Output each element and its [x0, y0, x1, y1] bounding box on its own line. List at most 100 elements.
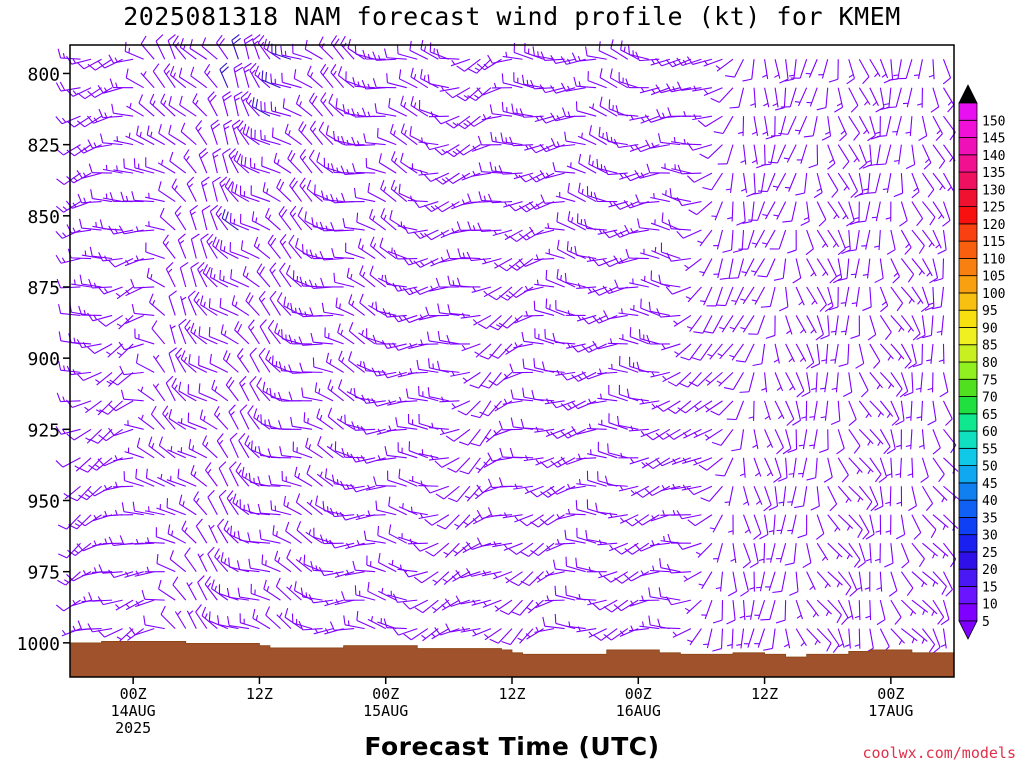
- barb-half-feather: [700, 300, 706, 303]
- barb-feather: [501, 73, 504, 83]
- wind-barb: [197, 575, 208, 601]
- wind-barb: [132, 501, 155, 516]
- barb-feather: [723, 387, 734, 391]
- barb-staff: [400, 104, 418, 117]
- wind-barb: [430, 258, 450, 267]
- wind-barb: [758, 543, 766, 564]
- barb-feather: [222, 91, 231, 98]
- barb-staff: [453, 144, 471, 158]
- wind-barb: [682, 457, 702, 464]
- barb-feather: [423, 141, 430, 150]
- barb-half-feather: [683, 432, 688, 437]
- barb-staff: [206, 241, 218, 259]
- barb-feather: [665, 596, 672, 606]
- wind-barb: [704, 400, 723, 413]
- wind-barb: [738, 229, 755, 250]
- wind-barb: [827, 144, 836, 170]
- barb-feather: [427, 358, 430, 368]
- barb-staff: [681, 172, 702, 175]
- barb-staff: [335, 306, 355, 316]
- barb-half-feather: [359, 360, 362, 367]
- wind-barb: [447, 457, 471, 473]
- barb-feather: [179, 95, 183, 106]
- barb-feather: [470, 442, 480, 447]
- wind-barb: [508, 542, 534, 555]
- barb-feather: [578, 153, 582, 164]
- wind-barb: [764, 457, 774, 477]
- wind-barb: [366, 555, 386, 573]
- wind-barb: [418, 137, 439, 146]
- barb-feather: [329, 621, 335, 631]
- barb-half-feather: [682, 484, 687, 490]
- wind-barb: [693, 457, 713, 466]
- barb-half-feather: [672, 631, 677, 637]
- wind-barb: [619, 514, 639, 524]
- barb-staff: [586, 55, 607, 60]
- barb-feather: [585, 530, 588, 540]
- barb-feather: [87, 139, 93, 149]
- barb-staff: [534, 337, 555, 345]
- barb-feather: [87, 312, 94, 322]
- wind-barb: [124, 571, 144, 578]
- barb-feather: [456, 277, 461, 288]
- barb-feather: [138, 94, 144, 104]
- wind-barb: [837, 485, 852, 504]
- barb-staff: [338, 387, 355, 402]
- barb-staff: [588, 628, 607, 638]
- barb-staff: [145, 224, 165, 231]
- barb-feather: [57, 579, 66, 586]
- wind-barb: [287, 149, 302, 174]
- barb-feather: [765, 334, 776, 339]
- barb-feather: [426, 331, 430, 342]
- barb-half-feather: [472, 170, 476, 176]
- barb-staff: [433, 542, 450, 557]
- wind-barb: [280, 45, 302, 60]
- barb-staff: [115, 400, 134, 412]
- barb-staff: [167, 449, 186, 459]
- barb-staff: [85, 400, 102, 414]
- wind-barb: [434, 201, 460, 213]
- wind-barb: [686, 315, 702, 332]
- wind-barb: [145, 221, 165, 231]
- barb-half-feather: [451, 370, 455, 376]
- barb-staff: [803, 486, 808, 507]
- barb-feather: [479, 411, 489, 417]
- barb-feather: [539, 169, 546, 179]
- wind-barb: [599, 96, 618, 117]
- barb-staff: [134, 337, 155, 345]
- barb-staff: [136, 134, 155, 146]
- barb-half-feather: [567, 111, 571, 117]
- wind-barb: [676, 57, 702, 67]
- barb-half-feather: [809, 585, 814, 591]
- wind-barb: [806, 286, 818, 305]
- barb-feather: [190, 66, 195, 76]
- wind-barb: [367, 581, 386, 601]
- wind-barb: [125, 314, 144, 325]
- barb-staff: [650, 596, 670, 601]
- wind-barb: [697, 115, 723, 128]
- wind-barb: [360, 455, 386, 464]
- wind-barb: [555, 191, 576, 203]
- barb-half-feather: [836, 102, 842, 107]
- barb-half-feather: [125, 603, 130, 609]
- barb-staff: [355, 594, 376, 601]
- wind-barb: [513, 342, 534, 349]
- wind-barb: [514, 314, 534, 324]
- barb-staff: [806, 315, 817, 334]
- wind-barb: [159, 207, 176, 231]
- wind-barb: [223, 119, 233, 145]
- barb-feather: [521, 331, 525, 342]
- barb-feather: [342, 218, 346, 228]
- barb-staff: [683, 571, 702, 582]
- barb-staff: [628, 397, 649, 402]
- wind-barb: [267, 319, 281, 345]
- barb-staff: [178, 390, 197, 402]
- barb-feather: [296, 521, 302, 531]
- wind-barb: [508, 286, 534, 298]
- barb-staff: [407, 371, 428, 374]
- barb-staff: [567, 220, 586, 231]
- barb-half-feather: [789, 386, 794, 391]
- barb-staff: [513, 398, 534, 402]
- barb-staff: [686, 599, 702, 615]
- barb-feather: [267, 319, 275, 329]
